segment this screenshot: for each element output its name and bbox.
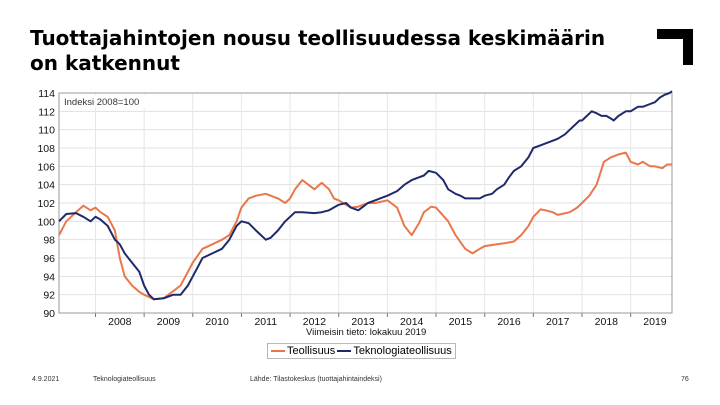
footer-source: Lähde: Tilastokeskus (tuottajahintaindek…: [250, 376, 382, 383]
x-tick-label: 2018: [595, 316, 619, 328]
brand-corner-logo: [657, 29, 693, 65]
y-tick-label: 90: [43, 308, 55, 320]
plot-frame: [58, 92, 673, 314]
x-tick-label: 2010: [205, 316, 229, 328]
y-tick-label: 104: [37, 180, 55, 192]
logo-bar-right: [683, 29, 693, 65]
legend-label-teknologiateollisuus: Teknologiateollisuus: [353, 345, 452, 357]
y-tick-label: 108: [37, 143, 55, 155]
y-tick-label: 94: [43, 271, 55, 283]
slide-title: Tuottajahintojen nousu teollisuudessa ke…: [30, 26, 606, 75]
x-tick-label: 2016: [497, 316, 521, 328]
page-number: 76: [681, 376, 689, 383]
x-tick-label: 2014: [400, 316, 424, 328]
y-tick-label: 98: [43, 235, 55, 247]
logo-bar-top: [657, 29, 693, 39]
legend-label-teollisuus: Teollisuus: [287, 345, 336, 357]
legend-swatch-teollisuus: [271, 350, 285, 353]
x-tick-label: 2009: [157, 316, 181, 328]
x-tick-label: 2011: [254, 316, 277, 328]
footer-org: Teknologiateollisuus: [93, 376, 156, 383]
x-tick-label: 2017: [546, 316, 570, 328]
x-tick-label: 2013: [351, 316, 375, 328]
x-tick-label: 2012: [303, 316, 327, 328]
y-tick-label: 102: [37, 198, 55, 210]
series-line-teknologiateollisuus: [58, 90, 673, 301]
last-data-note: Viimeisin tieto: lokakuu 2019: [306, 327, 426, 338]
y-tick-label: 106: [37, 161, 55, 173]
y-tick-label: 96: [43, 253, 55, 265]
x-tick-label: 2019: [643, 316, 667, 328]
y-tick-label: 114: [38, 88, 55, 100]
y-tick-label: 110: [38, 125, 55, 137]
x-tick-labels: 2008 2009 2010 2011 2012 2013 2014 2015 2016 2017…: [108, 316, 667, 328]
x-tick-label: 2015: [449, 316, 473, 328]
index-label: Indeksi 2008=100: [64, 97, 139, 108]
y-tick-label: 92: [43, 290, 55, 302]
y-tick-labels: 90 92 94 96 98 100 102 104 106 108 110 112 114: [37, 88, 55, 320]
index-label-bg: [60, 95, 146, 108]
y-tick-label: 100: [37, 216, 55, 228]
x-tick-label: 2008: [108, 316, 132, 328]
y-tick-label: 112: [38, 106, 55, 118]
chart-legend: Teollisuus Teknologiateollisuus: [267, 343, 456, 359]
series-line-teollisuus: [58, 151, 672, 301]
legend-swatch-teknologiateollisuus: [337, 350, 352, 353]
series-lines: [58, 90, 673, 301]
footer-date: 4.9.2021: [32, 376, 60, 383]
